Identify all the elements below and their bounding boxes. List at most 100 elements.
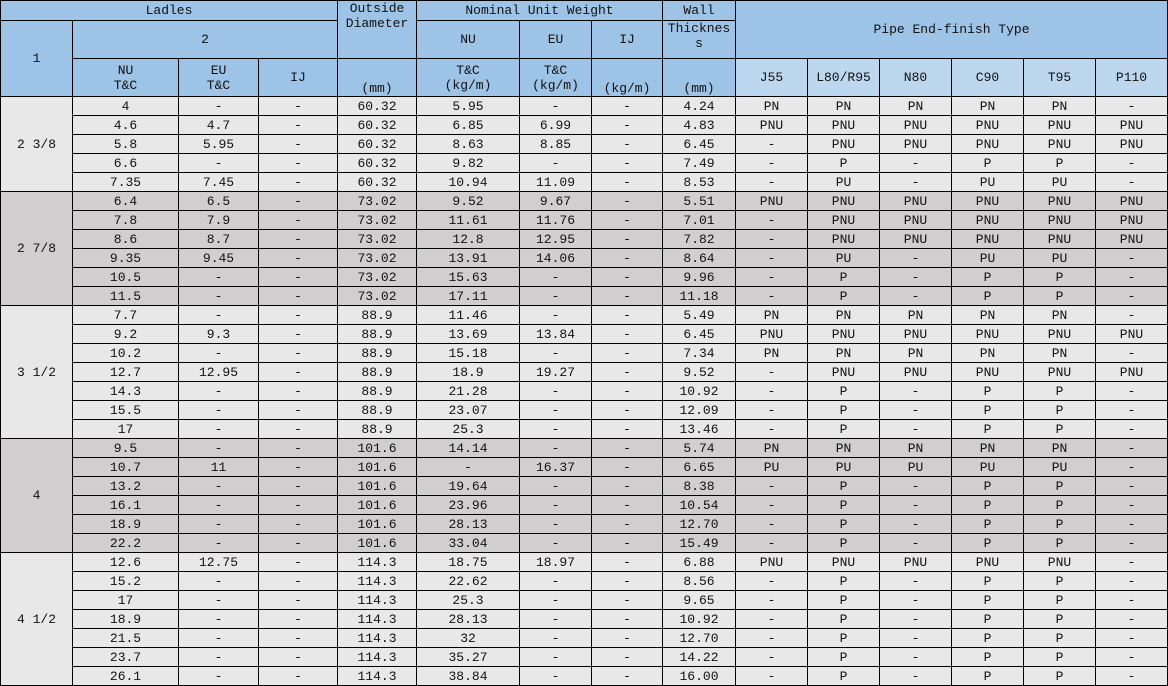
cell-ladle-nu[interactable]: 9.35 <box>72 248 179 268</box>
cell-t95[interactable]: PNU <box>1023 134 1096 154</box>
cell-ladle-nu[interactable]: 5.8 <box>72 134 179 154</box>
cell-outside-diameter[interactable]: 114.3 <box>337 647 417 667</box>
cell-weight-ij[interactable]: - <box>591 590 663 610</box>
cell-weight-ij[interactable]: - <box>591 495 663 515</box>
cell-t95[interactable]: P <box>1023 609 1096 629</box>
cell-n80[interactable]: PNU <box>879 134 952 154</box>
cell-ladle-eu[interactable]: - <box>178 96 259 116</box>
cell-weight-eu[interactable]: 12.95 <box>519 229 592 249</box>
cell-ladle-ij[interactable]: - <box>258 115 338 135</box>
cell-n80[interactable]: PNU <box>879 191 952 211</box>
cell-ladle-nu[interactable]: 10.5 <box>72 267 179 287</box>
cell-p110[interactable]: PNU <box>1095 229 1168 249</box>
cell-ladle-ij[interactable]: - <box>258 533 338 553</box>
cell-weight-eu[interactable]: - <box>519 400 592 420</box>
cell-j55[interactable]: PNU <box>735 191 808 211</box>
cell-n80[interactable]: - <box>879 267 952 287</box>
cell-j55[interactable]: - <box>735 495 808 515</box>
cell-weight-eu[interactable]: - <box>519 628 592 648</box>
cell-n80[interactable]: - <box>879 400 952 420</box>
cell-t95[interactable]: P <box>1023 419 1096 439</box>
cell-weight-eu[interactable]: 14.06 <box>519 248 592 268</box>
cell-c90[interactable]: P <box>951 571 1024 591</box>
cell-ladle-eu[interactable]: - <box>178 286 259 306</box>
cell-n80[interactable]: - <box>879 628 952 648</box>
cell-weight-nu[interactable]: 28.13 <box>416 514 520 534</box>
cell-ladle-ij[interactable]: - <box>258 571 338 591</box>
size-cell[interactable]: 2 3/8 <box>0 96 73 192</box>
header-nuw-eu-unit[interactable]: T&C (kg/m) <box>519 58 592 97</box>
cell-ladle-nu[interactable]: 6.4 <box>72 191 179 211</box>
cell-ladle-ij[interactable]: - <box>258 134 338 154</box>
cell-n80[interactable]: - <box>879 419 952 439</box>
cell-ladle-eu[interactable]: 9.45 <box>178 248 259 268</box>
cell-ladle-ij[interactable]: - <box>258 495 338 515</box>
cell-weight-eu[interactable]: - <box>519 305 592 325</box>
cell-weight-ij[interactable]: - <box>591 248 663 268</box>
cell-n80[interactable]: PNU <box>879 210 952 230</box>
cell-weight-nu[interactable]: 22.62 <box>416 571 520 591</box>
cell-outside-diameter[interactable]: 73.02 <box>337 286 417 306</box>
cell-weight-ij[interactable]: - <box>591 381 663 401</box>
cell-ladle-nu[interactable]: 18.9 <box>72 609 179 629</box>
cell-t95[interactable]: P <box>1023 400 1096 420</box>
cell-wall-thickness[interactable]: 16.00 <box>662 666 736 686</box>
cell-t95[interactable]: PU <box>1023 457 1096 477</box>
cell-l80-r95[interactable]: P <box>807 590 880 610</box>
cell-weight-ij[interactable]: - <box>591 172 663 192</box>
cell-c90[interactable]: PU <box>951 172 1024 192</box>
cell-n80[interactable]: PN <box>879 438 952 458</box>
cell-outside-diameter[interactable]: 60.32 <box>337 172 417 192</box>
cell-ladle-nu[interactable]: 7.35 <box>72 172 179 192</box>
cell-n80[interactable]: - <box>879 172 952 192</box>
cell-t95[interactable]: P <box>1023 514 1096 534</box>
cell-weight-ij[interactable]: - <box>591 609 663 629</box>
cell-t95[interactable]: PNU <box>1023 191 1096 211</box>
cell-ladle-ij[interactable]: - <box>258 476 338 496</box>
cell-l80-r95[interactable]: PN <box>807 305 880 325</box>
cell-n80[interactable]: PNU <box>879 115 952 135</box>
cell-ladle-ij[interactable]: - <box>258 419 338 439</box>
cell-ladle-ij[interactable]: - <box>258 191 338 211</box>
cell-j55[interactable]: - <box>735 400 808 420</box>
cell-weight-nu[interactable]: 25.3 <box>416 419 520 439</box>
cell-j55[interactable]: PN <box>735 96 808 116</box>
cell-ladle-nu[interactable]: 13.2 <box>72 476 179 496</box>
cell-n80[interactable]: - <box>879 476 952 496</box>
cell-c90[interactable]: PU <box>951 457 1024 477</box>
cell-ladle-ij[interactable]: - <box>258 229 338 249</box>
cell-wall-thickness[interactable]: 15.49 <box>662 533 736 553</box>
cell-c90[interactable]: P <box>951 495 1024 515</box>
cell-wall-thickness[interactable]: 7.01 <box>662 210 736 230</box>
cell-wall-thickness[interactable]: 6.45 <box>662 134 736 154</box>
cell-ladle-nu[interactable]: 6.6 <box>72 153 179 173</box>
header-ladle-ij[interactable]: IJ <box>258 58 338 97</box>
cell-c90[interactable]: PN <box>951 438 1024 458</box>
cell-wall-thickness[interactable]: 12.70 <box>662 514 736 534</box>
cell-ladle-nu[interactable]: 4 <box>72 96 179 116</box>
cell-ladle-eu[interactable]: - <box>178 476 259 496</box>
cell-ladle-ij[interactable]: - <box>258 609 338 629</box>
cell-n80[interactable]: PU <box>879 457 952 477</box>
cell-outside-diameter[interactable]: 88.9 <box>337 362 417 382</box>
cell-weight-ij[interactable]: - <box>591 343 663 363</box>
cell-weight-ij[interactable]: - <box>591 476 663 496</box>
cell-l80-r95[interactable]: PN <box>807 438 880 458</box>
cell-weight-eu[interactable]: - <box>519 96 592 116</box>
cell-c90[interactable]: PN <box>951 96 1024 116</box>
cell-weight-eu[interactable]: 9.67 <box>519 191 592 211</box>
cell-t95[interactable]: P <box>1023 628 1096 648</box>
cell-weight-eu[interactable]: 6.99 <box>519 115 592 135</box>
cell-c90[interactable]: PNU <box>951 229 1024 249</box>
cell-wall-thickness[interactable]: 8.53 <box>662 172 736 192</box>
cell-p110[interactable]: - <box>1095 666 1168 686</box>
cell-ladle-nu[interactable]: 15.2 <box>72 571 179 591</box>
cell-wall-thickness[interactable]: 6.45 <box>662 324 736 344</box>
cell-weight-nu[interactable]: 10.94 <box>416 172 520 192</box>
cell-j55[interactable]: PN <box>735 343 808 363</box>
cell-p110[interactable]: - <box>1095 286 1168 306</box>
cell-outside-diameter[interactable]: 114.3 <box>337 552 417 572</box>
cell-ladle-nu[interactable]: 4.6 <box>72 115 179 135</box>
cell-t95[interactable]: PN <box>1023 438 1096 458</box>
cell-ladle-nu[interactable]: 14.3 <box>72 381 179 401</box>
